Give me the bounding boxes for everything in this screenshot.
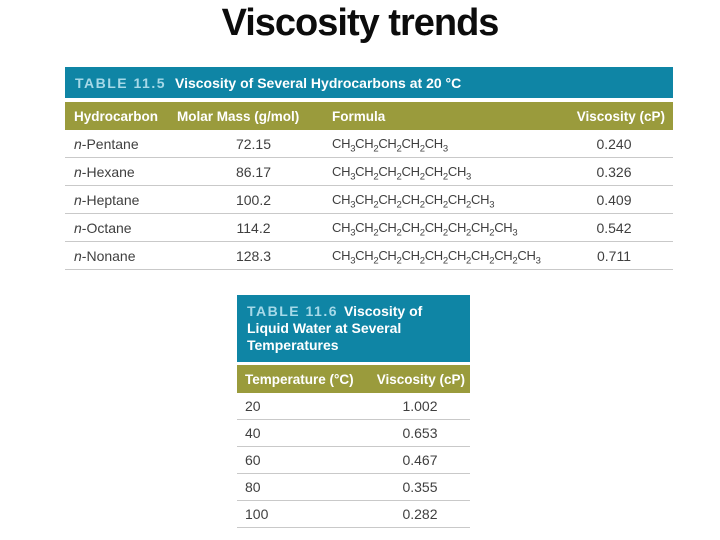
cell-hydrocarbon: n-Hexane [74,163,135,180]
table-row: n-Octane 114.2 CH3CH2CH2CH2CH2CH2CH2CH3 0.5… [65,214,673,242]
table-row: 20 1.002 [237,393,470,420]
cell-viscosity: 0.240 [596,135,632,152]
cell-viscosity: 0.282 [402,506,438,522]
table-row: 40 0.653 [237,420,470,447]
table-row: n-Hexane 86.17 CH3CH2CH2CH2CH2CH3 0.326 [65,158,673,186]
cell-viscosity: 0.326 [596,163,632,180]
cell-viscosity: 1.002 [402,398,438,414]
cell-hydrocarbon: n-Pentane [74,135,139,152]
column-header-temperature: Temperature (°C) [245,371,354,387]
column-header-formula: Formula [332,108,386,124]
water-table: TABLE 11.6 Viscosity of Liquid Water at S… [237,295,470,528]
table-row: n-Heptane 100.2 CH3CH2CH2CH2CH2CH2CH3 0.409 [65,186,673,214]
water-table-titlebar: TABLE 11.6 Viscosity of Liquid Water at S… [237,295,470,362]
table-row: 60 0.467 [237,447,470,474]
table-row: 80 0.355 [237,474,470,501]
cell-viscosity: 0.711 [597,247,631,264]
cell-formula: CH3CH2CH2CH2CH2CH2CH2CH2CH3 [332,248,541,267]
water-table-title: Viscosity of Liquid Water at Several Tem… [247,303,423,353]
cell-formula: CH3CH2CH2CH2CH2CH2CH3 [332,192,495,211]
cell-hydrocarbon: n-Heptane [74,191,140,208]
cell-molar-mass: 128.3 [235,247,272,264]
hydrocarbon-table-body: n-Pentane 72.15 CH3CH2CH2CH2CH3 0.240 n-Hexa… [65,130,673,270]
cell-viscosity: 0.355 [402,479,438,495]
table-row: 100 0.282 [237,501,470,528]
hydrocarbon-table-label: TABLE 11.5 [75,74,166,91]
cell-viscosity: 0.542 [596,219,632,236]
cell-temperature: 20 [245,398,261,414]
water-table-body: 20 1.002 40 0.653 60 0.467 80 0.355 100 0.282 [237,393,470,528]
column-header-viscosity: Viscosity (cP) [376,371,465,387]
cell-molar-mass: 114.2 [236,219,271,236]
cell-viscosity: 0.653 [402,425,438,441]
hydrocarbon-table-titlebar: TABLE 11.5 Viscosity of Several Hydrocar… [65,67,673,98]
column-header-viscosity: Viscosity (cP) [576,108,665,124]
cell-temperature: 80 [245,479,261,495]
cell-temperature: 40 [245,425,261,441]
hydrocarbon-table-title: Viscosity of Several Hydrocarbons at 20 … [175,74,462,91]
column-header-molar-mass: Molar Mass (g/mol) [177,108,300,124]
cell-formula: CH3CH2CH2CH2CH2CH3 [332,164,472,183]
water-table-label: TABLE 11.6 [247,303,338,319]
cell-hydrocarbon: n-Octane [74,219,132,236]
cell-viscosity: 0.467 [402,452,438,468]
cell-formula: CH3CH2CH2CH2CH3 [332,136,448,155]
cell-formula: CH3CH2CH2CH2CH2CH2CH2CH3 [332,220,518,239]
water-table-header-row: Temperature (°C) Viscosity (cP) [237,365,470,393]
hydrocarbon-table-header-row: Hydrocarbon Molar Mass (g/mol) Formula V… [65,102,673,130]
table-row: n-Nonane 128.3 CH3CH2CH2CH2CH2CH2CH2CH2CH3… [65,242,673,270]
table-row: n-Pentane 72.15 CH3CH2CH2CH2CH3 0.240 [65,130,673,158]
cell-viscosity: 0.409 [596,191,632,208]
cell-molar-mass: 72.15 [235,135,272,152]
column-header-hydrocarbon: Hydrocarbon [74,108,159,124]
cell-molar-mass: 86.17 [235,163,272,180]
cell-hydrocarbon: n-Nonane [74,247,136,264]
cell-molar-mass: 100.2 [235,191,272,208]
hydrocarbon-table: TABLE 11.5 Viscosity of Several Hydrocar… [65,67,673,270]
slide-title: Viscosity trends [221,2,500,44]
cell-temperature: 60 [245,452,261,468]
cell-temperature: 100 [245,506,269,522]
